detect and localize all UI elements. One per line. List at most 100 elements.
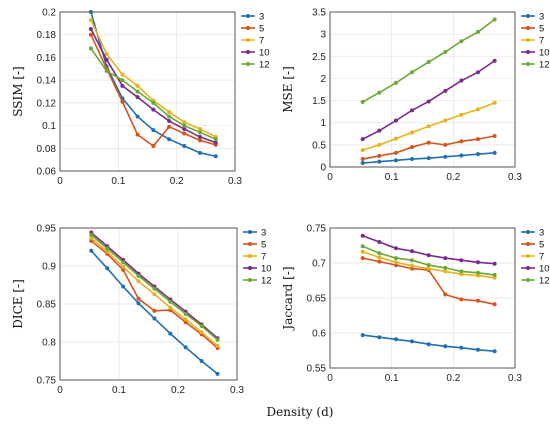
data-point-7 xyxy=(136,279,141,284)
data-point-10 xyxy=(120,83,125,88)
data-point-12 xyxy=(410,258,415,263)
data-point-5 xyxy=(459,297,464,302)
y-tick-label: 0.75 xyxy=(37,376,57,387)
x-tick-label: 0.3 xyxy=(228,176,242,187)
data-point-10 xyxy=(426,99,431,104)
data-point-12 xyxy=(410,70,415,75)
legend-label-5: 5 xyxy=(539,239,544,250)
data-point-7 xyxy=(393,260,398,265)
x-tick-label: 0.2 xyxy=(170,176,184,187)
data-point-12 xyxy=(443,49,448,54)
data-point-7 xyxy=(377,255,382,260)
legend-label-7: 7 xyxy=(259,35,264,46)
data-point-5 xyxy=(393,263,398,268)
data-point-10 xyxy=(377,128,382,133)
legend-label-10: 10 xyxy=(539,263,550,274)
legend-label-12: 12 xyxy=(259,59,270,70)
legend-marker-3 xyxy=(526,230,530,234)
data-point-5 xyxy=(136,296,141,301)
y-tick-label: 0 xyxy=(320,163,326,174)
data-point-10 xyxy=(492,261,497,266)
y-tick-label: 3.5 xyxy=(312,8,326,19)
figure-xlabel: Density (d) xyxy=(267,405,334,419)
data-point-12 xyxy=(377,90,382,95)
data-point-12 xyxy=(360,99,365,104)
y-tick-label: 0.2 xyxy=(42,8,56,19)
data-point-12 xyxy=(136,273,141,278)
legend-marker-7 xyxy=(248,254,252,258)
data-point-3 xyxy=(426,342,431,347)
data-point-10 xyxy=(410,108,415,113)
data-point-7 xyxy=(393,136,398,141)
x-tick-label: 0.2 xyxy=(446,172,460,183)
y-tick-label: 2 xyxy=(320,74,326,85)
data-point-5 xyxy=(88,32,93,37)
data-point-12 xyxy=(152,286,157,291)
data-point-3 xyxy=(215,371,220,376)
y-tick-label: 3 xyxy=(320,30,326,41)
data-point-7 xyxy=(135,83,140,88)
y-tick-label: 0.95 xyxy=(37,224,57,235)
data-point-10 xyxy=(360,137,365,142)
x-tick-label: 0.2 xyxy=(446,373,460,384)
y-tick-label: 0.1 xyxy=(42,121,56,132)
data-point-5 xyxy=(410,145,415,150)
y-tick-label: 1 xyxy=(320,118,326,129)
legend-label-10: 10 xyxy=(259,47,270,58)
legend-marker-3 xyxy=(246,14,250,18)
data-point-12 xyxy=(199,324,204,329)
y-tick-label: 0.75 xyxy=(307,224,327,235)
data-point-3 xyxy=(105,266,110,271)
data-point-5 xyxy=(426,140,431,145)
data-point-7 xyxy=(476,273,480,278)
legend-label-12: 12 xyxy=(539,59,550,70)
data-point-10 xyxy=(476,260,480,265)
data-point-3 xyxy=(377,159,382,164)
data-point-3 xyxy=(476,152,480,157)
plot-frame xyxy=(329,11,516,168)
y-axis-label: SSIM [-] xyxy=(11,66,25,117)
legend-label-7: 7 xyxy=(261,251,266,262)
legend-label-3: 3 xyxy=(259,11,264,22)
legend-label-3: 3 xyxy=(261,227,266,238)
data-point-10 xyxy=(151,107,156,112)
data-point-10 xyxy=(492,58,497,63)
legend-marker-7 xyxy=(246,38,250,42)
x-tick-label: 0 xyxy=(327,172,333,183)
data-point-7 xyxy=(215,343,220,348)
data-point-3 xyxy=(426,156,431,161)
legend-marker-10 xyxy=(526,266,530,270)
data-point-10 xyxy=(198,134,202,139)
data-point-7 xyxy=(426,266,431,271)
data-point-10 xyxy=(459,78,464,83)
data-point-7 xyxy=(360,249,365,254)
data-point-7 xyxy=(443,118,448,123)
y-tick-label: 0.8 xyxy=(42,338,56,349)
data-point-12 xyxy=(459,269,464,274)
data-point-10 xyxy=(410,249,415,254)
data-point-5 xyxy=(476,298,480,303)
legend-label-7: 7 xyxy=(539,35,544,46)
y-tick-label: 0.65 xyxy=(307,294,327,305)
data-point-7 xyxy=(360,148,365,153)
legend-marker-12 xyxy=(526,62,530,66)
data-point-5 xyxy=(459,139,464,144)
y-tick-label: 0.55 xyxy=(307,364,327,375)
data-point-7 xyxy=(443,269,448,274)
data-point-7 xyxy=(88,17,93,22)
data-point-3 xyxy=(492,150,497,155)
data-point-10 xyxy=(476,70,480,75)
data-point-3 xyxy=(410,157,415,162)
data-point-7 xyxy=(459,112,464,117)
legend-marker-12 xyxy=(248,278,252,282)
y-tick-label: 0.12 xyxy=(37,98,57,109)
data-point-5 xyxy=(377,153,382,158)
data-point-3 xyxy=(135,114,140,119)
data-point-7 xyxy=(199,330,204,335)
data-point-12 xyxy=(105,246,110,251)
data-point-12 xyxy=(168,299,173,304)
data-point-5 xyxy=(135,132,140,137)
y-axis-label: MSE [-] xyxy=(281,66,295,113)
legend-marker-10 xyxy=(246,50,250,54)
data-point-7 xyxy=(152,292,157,297)
